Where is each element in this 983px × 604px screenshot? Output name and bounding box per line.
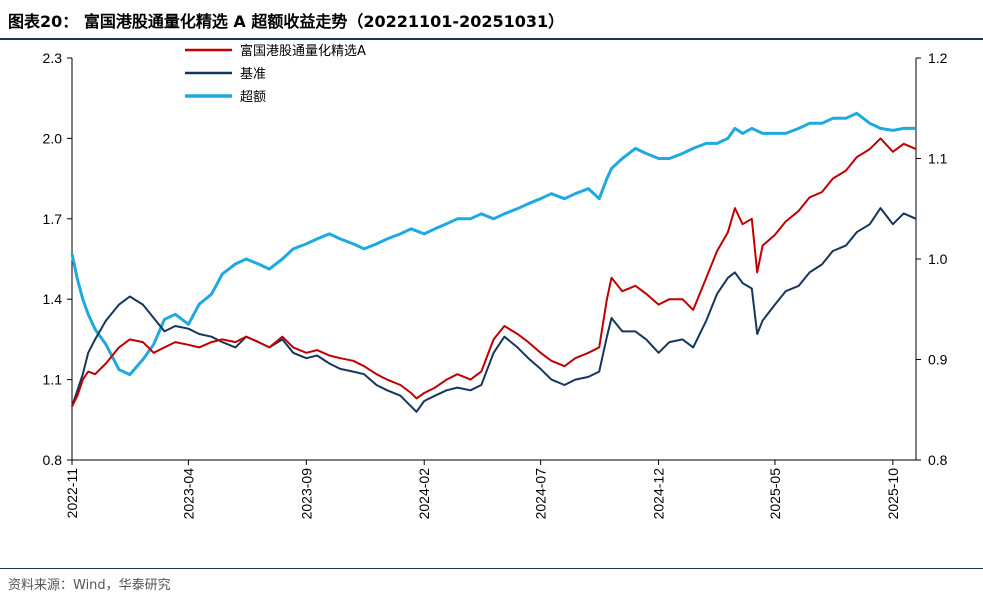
top-divider <box>0 38 983 40</box>
series-line-2 <box>70 111 916 377</box>
axes: 0.8 1.1 1.4 1.7 2.0 2.3 0.8 0.9 1.0 1.1 1.2 2022-11… <box>43 50 948 519</box>
x-tick-label: 2024-12 <box>651 468 667 520</box>
y-right-tick-label: 1.2 <box>928 50 948 66</box>
legend-label-1: 基准 <box>240 67 266 82</box>
x-tick-label: 2023-04 <box>180 468 196 520</box>
chart-title: 图表20： 富国港股通量化精选 A 超额收益走势（20221101-202510… <box>8 12 565 31</box>
chart-canvas: 0.8 1.1 1.4 1.7 2.0 2.3 0.8 0.9 1.0 1.1 1.2 2022-11… <box>43 43 948 519</box>
series-line-1 <box>71 207 917 413</box>
x-tick-label: 2024-02 <box>416 468 432 520</box>
y-left-tick-label: 2.0 <box>43 130 63 146</box>
x-tick-label: 2022-11 <box>64 468 80 519</box>
y-right-tick-label: 0.8 <box>928 452 948 468</box>
y-left-tick-label: 0.8 <box>43 452 63 468</box>
y-left-tick-label: 1.4 <box>43 291 63 307</box>
y-right-tick-label: 1.1 <box>928 151 948 167</box>
y-right-tick-label: 0.9 <box>928 352 948 368</box>
source-note: 资料来源：Wind，华泰研究 <box>8 578 171 593</box>
x-tick-label: 2025-05 <box>767 468 783 520</box>
y-left-tick-label: 1.7 <box>43 211 63 227</box>
series-layer <box>70 111 917 413</box>
x-tick-label: 2024-07 <box>533 468 549 520</box>
bottom-divider <box>0 568 983 569</box>
y-left-tick-label: 2.3 <box>43 50 63 66</box>
x-tick-label: 2023-09 <box>298 468 314 520</box>
x-tick-label: 2025-10 <box>885 468 901 520</box>
legend-label-0: 富国港股通量化精选A <box>240 43 366 59</box>
legend-label-2: 超额 <box>240 90 266 105</box>
y-right-tick-label: 1.0 <box>928 251 948 267</box>
y-left-tick-label: 1.1 <box>43 372 63 388</box>
series-line-0 <box>71 137 917 407</box>
